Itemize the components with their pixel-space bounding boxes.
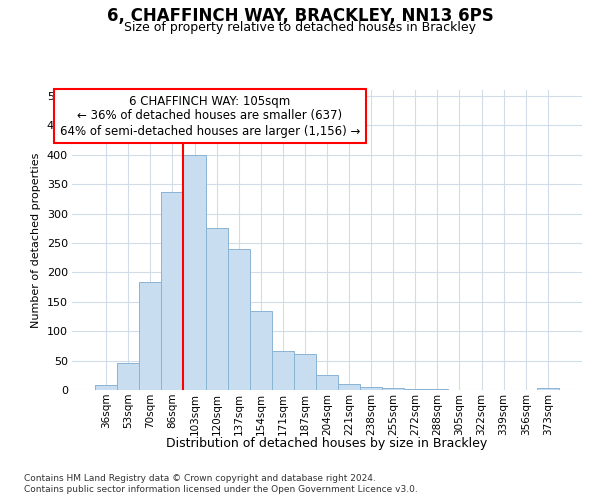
Bar <box>537 388 559 390</box>
Text: 6 CHAFFINCH WAY: 105sqm
← 36% of detached houses are smaller (637)
64% of semi-d: 6 CHAFFINCH WAY: 105sqm ← 36% of detache… <box>59 94 360 138</box>
Text: Contains HM Land Registry data © Crown copyright and database right 2024.: Contains HM Land Registry data © Crown c… <box>24 474 376 483</box>
Text: Size of property relative to detached houses in Brackley: Size of property relative to detached ho… <box>124 21 476 34</box>
Text: Contains public sector information licensed under the Open Government Licence v3: Contains public sector information licen… <box>24 485 418 494</box>
Bar <box>161 192 184 390</box>
Bar <box>360 387 382 390</box>
Text: 6, CHAFFINCH WAY, BRACKLEY, NN13 6PS: 6, CHAFFINCH WAY, BRACKLEY, NN13 6PS <box>107 8 493 26</box>
Bar <box>227 249 250 390</box>
Y-axis label: Number of detached properties: Number of detached properties <box>31 152 41 328</box>
Text: Distribution of detached houses by size in Brackley: Distribution of detached houses by size … <box>166 438 488 450</box>
Bar <box>117 363 139 390</box>
Bar <box>272 350 294 390</box>
Bar <box>338 384 360 390</box>
Bar <box>404 389 427 390</box>
Bar <box>139 282 161 390</box>
Bar <box>294 354 316 390</box>
Bar <box>382 388 404 390</box>
Bar <box>250 310 272 390</box>
Bar <box>184 154 206 390</box>
Bar <box>206 228 227 390</box>
Bar <box>316 376 338 390</box>
Bar <box>95 386 117 390</box>
